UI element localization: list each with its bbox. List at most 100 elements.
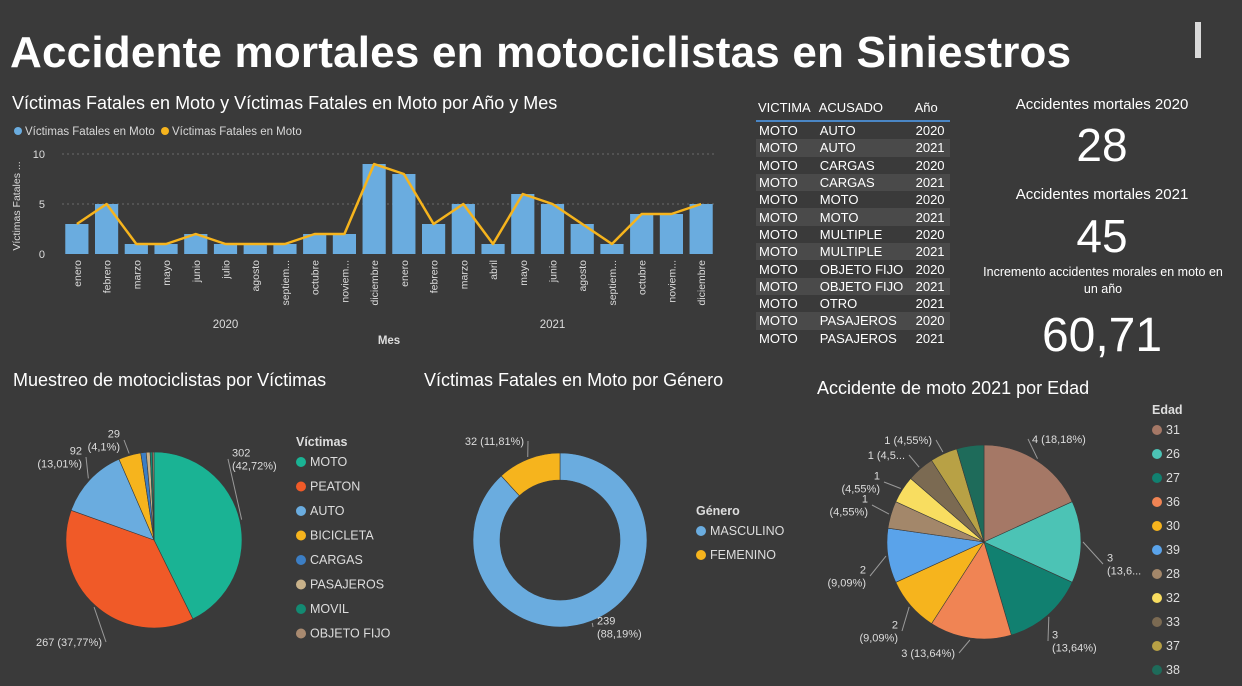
legend-item[interactable]: PASAJEROS [310,578,384,592]
accident-table: VICTIMA ACUSADO Año MOTO AUTO 2020 MOTO AUTO… [756,94,950,347]
bar-8[interactable] [273,244,297,254]
bar-11[interactable] [362,164,386,254]
bar-20[interactable] [630,214,654,254]
bar-4[interactable] [154,244,178,254]
x-tick-label: julio [221,260,233,280]
bar-2[interactable] [94,204,119,254]
legend-item[interactable]: 39 [1166,543,1180,557]
bar-22[interactable] [689,204,713,254]
table-row[interactable]: MOTO PASAJEROS 2020 [756,312,950,330]
table-row[interactable]: MOTO OTRO 2021 [756,295,950,312]
table-row[interactable]: MOTO CARGAS 2020 [756,157,950,174]
legend-item[interactable]: MOTO [310,455,348,469]
table-row[interactable]: MOTO OBJETO FIJO 2021 [756,277,950,295]
legend-item[interactable]: 32 [1166,591,1180,605]
legend-marker [1152,497,1162,507]
slice-auto[interactable] [70,458,155,541]
table-row[interactable]: MOTO MOTO 2021 [756,208,950,226]
data-label: (13,01%) [37,459,82,471]
table-cell-anio: 2021 [915,296,945,312]
label-leader-line [869,555,887,577]
slice-36[interactable] [931,541,1012,640]
legend-item[interactable]: 33 [1166,615,1180,629]
legend-item[interactable]: 36 [1166,495,1180,509]
slice-femenino[interactable] [500,452,561,497]
legend-item[interactable]: 37 [1166,639,1180,653]
slice-objeto-fijo[interactable] [152,451,155,541]
slice-38[interactable] [956,444,985,543]
bar-21[interactable] [659,214,684,254]
legend-item[interactable]: CARGAS [310,553,363,567]
x-tick-label: marzo [131,260,143,289]
table-cell-victima: MOTO [759,296,798,312]
table-row[interactable]: MOTO AUTO 2021 [756,139,950,157]
label-leader-line [93,606,107,643]
table-row[interactable]: MOTO CARGAS 2021 [756,173,950,192]
table-cell-acusado: CARGAS [816,173,913,192]
legend-marker [696,526,706,536]
line-series[interactable] [76,162,702,246]
x-group-label-2020: 2020 [213,319,239,331]
kpi-increment-value: 60,71 [1041,309,1163,362]
scrollbar-thumb[interactable] [1195,22,1201,58]
legend-item[interactable]: BICICLETA [310,529,374,543]
legend-item[interactable]: FEMENINO [710,548,776,562]
combo-chart: Víctimas Fatales en Moto Víctimas Fatales… [11,126,716,347]
bar-5[interactable] [184,234,208,254]
legend-item[interactable]: PEATON [310,480,360,494]
x-tick-label: febrero [102,260,114,293]
legend-item[interactable]: MOVIL [310,602,349,616]
table-row[interactable]: MOTO OBJETO FIJO 2020 [756,260,950,277]
legend-item[interactable]: 30 [1166,519,1180,533]
bar-6[interactable] [213,244,238,254]
data-label: 32 (11,81%) [465,436,524,448]
slice-31[interactable] [983,444,1073,543]
data-label: (9,09%) [827,578,866,590]
bar-10[interactable] [332,234,357,254]
legend-item[interactable]: MASCULINO [710,524,785,538]
column-header-anio[interactable]: Año [912,94,950,122]
table-row[interactable]: MOTO PASAJEROS 2021 [756,330,950,347]
bar-12[interactable] [392,174,416,254]
y-axis-label: Víctimas Fatales ... [11,161,23,250]
legend-item[interactable]: 27 [1166,471,1180,485]
table-row[interactable]: MOTO AUTO 2020 [756,121,950,139]
data-label: 2 [860,565,866,577]
legend-item[interactable]: AUTO [310,504,345,518]
legend-item[interactable]: 38 [1166,663,1180,677]
table-cell-victima: MOTO [759,261,798,277]
table-row[interactable]: MOTO MULTIPLE 2020 [756,226,950,243]
slice-27[interactable] [983,541,1073,636]
column-header-acusado[interactable]: ACUSADO [816,94,913,122]
bar-13[interactable] [421,224,446,254]
bar-1[interactable] [65,224,89,254]
column-header-victima[interactable]: VICTIMA [756,94,817,122]
x-tick-label: septiem... [280,260,292,306]
bar-15[interactable] [481,244,505,254]
slice-moto[interactable] [153,451,243,620]
bar-3[interactable] [124,244,148,254]
legend-item[interactable]: 28 [1166,567,1180,581]
slice-peaton[interactable] [65,509,194,629]
y-tick-label: 5 [39,199,45,211]
bar-18[interactable] [570,224,594,254]
bar-7[interactable] [243,244,267,254]
table-row[interactable]: MOTO MOTO 2020 [756,191,950,208]
data-label: 3 [1107,553,1113,565]
slice-masculino[interactable] [472,452,648,628]
legend-item[interactable]: 26 [1166,447,1180,461]
slice-26[interactable] [983,501,1082,583]
bar-16[interactable] [511,194,535,254]
legend-marker [1152,593,1162,603]
legend-marker [1152,425,1162,435]
table-row[interactable]: MOTO MULTIPLE 2021 [756,243,950,261]
bar-19[interactable] [600,244,624,254]
bar-9[interactable] [303,234,327,254]
bar-17[interactable] [540,204,565,254]
data-label: 4 (18,18%) [1032,434,1086,446]
legend-item[interactable]: 31 [1166,423,1180,437]
y-tick-label: 0 [39,249,45,261]
bar-14[interactable] [451,204,475,254]
data-label: 3 (13,64%) [901,648,955,660]
legend-item[interactable]: OBJETO FIJO [310,627,391,641]
